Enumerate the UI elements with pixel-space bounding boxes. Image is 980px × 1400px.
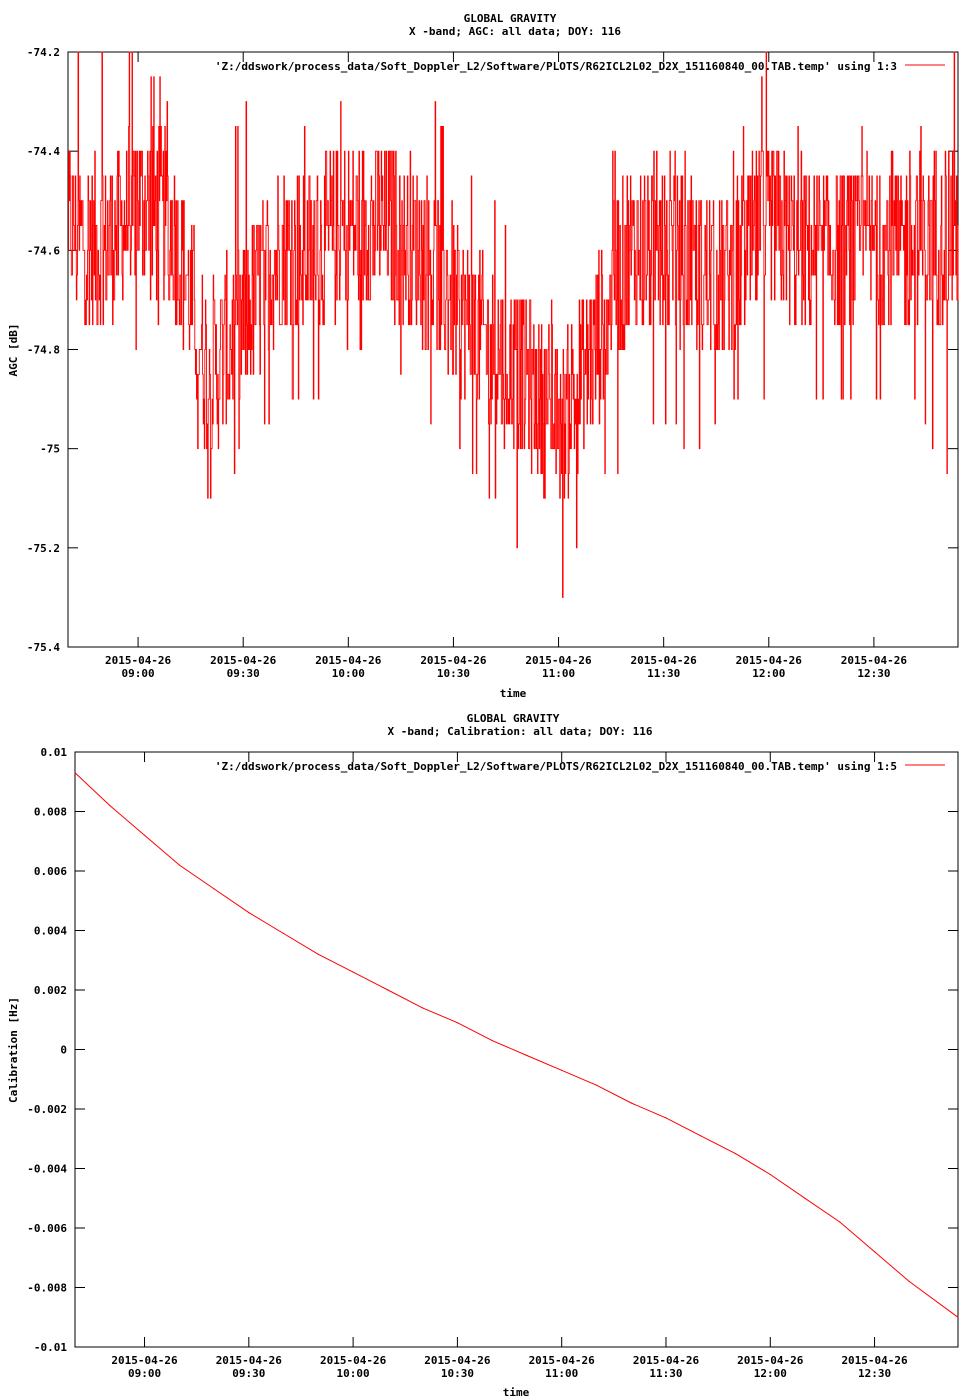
- x-tick-label-date: 2015-04-26: [420, 654, 487, 667]
- data-series: [68, 51, 959, 598]
- x-tick-label-time: 12:00: [754, 1367, 787, 1380]
- calibration-point: [630, 1102, 632, 1104]
- x-axis-title: time: [500, 687, 527, 700]
- y-tick-label: -75.2: [27, 542, 60, 555]
- calibration-point: [387, 989, 389, 991]
- chart-title: GLOBAL GRAVITY: [467, 712, 560, 725]
- y-tick-label: 0: [60, 1044, 67, 1057]
- calibration-point: [283, 932, 285, 935]
- calibration-point: [317, 953, 319, 955]
- x-tick-label-date: 2015-04-26: [736, 654, 803, 667]
- y-tick-label: -0.002: [27, 1103, 67, 1116]
- x-tick-label-time: 12:00: [752, 667, 785, 680]
- y-axis-title: AGC [dB]: [7, 324, 20, 377]
- calibration-point: [700, 1135, 702, 1137]
- y-tick-label: -0.01: [34, 1341, 67, 1354]
- calibration-point: [143, 834, 146, 836]
- x-tick-label-time: 12:30: [858, 1367, 891, 1380]
- chart-title: GLOBAL GRAVITY: [464, 12, 557, 25]
- legend-label: 'Z:/ddswork/process_data/Soft_Doppler_L2…: [215, 760, 897, 773]
- x-tick-label-time: 10:30: [441, 1367, 474, 1380]
- x-tick-label-date: 2015-04-26: [633, 1354, 700, 1367]
- x-tick-label-date: 2015-04-26: [216, 1354, 283, 1367]
- calibration-point: [526, 1054, 528, 1057]
- x-tick-label-date: 2015-04-26: [525, 654, 592, 667]
- x-axis: 2015-04-2609:002015-04-2609:302015-04-26…: [111, 752, 908, 1380]
- y-tick-label: 0.006: [34, 865, 67, 878]
- y-tick-label: -0.004: [27, 1163, 67, 1176]
- x-tick-label-time: 10:30: [437, 667, 470, 680]
- calibration-point: [178, 864, 180, 866]
- x-tick-label-time: 10:00: [332, 667, 365, 680]
- calibration-point: [74, 772, 76, 774]
- calibration-point: [839, 1221, 841, 1223]
- x-tick-label-time: 11:30: [649, 1367, 682, 1380]
- x-axis-title: time: [503, 1386, 530, 1399]
- x-tick-label-time: 10:00: [337, 1367, 370, 1380]
- x-tick-label-date: 2015-04-26: [631, 654, 698, 667]
- x-tick-label-date: 2015-04-26: [105, 654, 172, 667]
- y-axis: 0.01 0.008 0.006 0.004 0.002 0 -0.002 -0.004 -0.…: [27, 746, 958, 1354]
- y-tick-label: -75: [40, 443, 60, 456]
- y-tick-label: -74.2: [27, 46, 60, 59]
- calibration-point: [595, 1084, 598, 1086]
- x-tick-label-date: 2015-04-26: [529, 1354, 596, 1367]
- x-tick-label-date: 2015-04-26: [841, 654, 908, 667]
- y-tick-label: 0.008: [34, 806, 67, 819]
- x-tick-label-date: 2015-04-26: [841, 1354, 908, 1367]
- calibration-point: [804, 1197, 806, 1199]
- calibration-point: [874, 1251, 876, 1253]
- calibration-point: [665, 1117, 667, 1119]
- y-tick-label: -0.008: [27, 1282, 67, 1295]
- x-tick-label-time: 09:30: [232, 1367, 265, 1380]
- chart-agc: GLOBAL GRAVITY X -band; AGC: all data; D…: [7, 12, 959, 700]
- calibration-point: [769, 1173, 771, 1176]
- chart-subtitle: X -band; Calibration: all data; DOY: 116: [388, 725, 653, 738]
- calibration-point: [213, 888, 215, 890]
- x-tick-label-date: 2015-04-26: [320, 1354, 387, 1367]
- x-tick-label-time: 09:00: [122, 667, 155, 680]
- y-tick-label: -75.4: [27, 641, 60, 654]
- y-tick-label: 0.002: [34, 984, 67, 997]
- x-axis: 2015-04-2609:002015-04-2609:302015-04-26…: [105, 52, 907, 680]
- calibration-point: [109, 804, 111, 807]
- calibration-point: [456, 1022, 458, 1024]
- y-tick-label: -74.8: [27, 344, 60, 357]
- calibration-point: [957, 1316, 959, 1318]
- y-axis-title: Calibration [Hz]: [7, 997, 20, 1103]
- legend-label: 'Z:/ddswork/process_data/Soft_Doppler_L2…: [215, 60, 897, 73]
- calibration-point: [908, 1280, 910, 1283]
- calibration-point: [491, 1040, 493, 1042]
- calibration-point: [248, 912, 250, 914]
- data-series: [74, 772, 959, 1318]
- y-tick-label: -74.6: [27, 244, 60, 257]
- calibration-point: [422, 1007, 424, 1009]
- y-tick-label: -74.4: [27, 145, 60, 158]
- chart-calibration: GLOBAL GRAVITY X -band; Calibration: all…: [7, 712, 959, 1399]
- y-tick-label: 0.004: [34, 925, 67, 938]
- x-tick-label-time: 09:30: [227, 667, 260, 680]
- calibration-curve-line: [74, 772, 959, 1318]
- x-tick-label-time: 09:00: [128, 1367, 161, 1380]
- x-tick-label-time: 12:30: [857, 667, 890, 680]
- x-tick-label-date: 2015-04-26: [315, 654, 382, 667]
- y-tick-label: -0.006: [27, 1222, 67, 1235]
- calibration-point: [561, 1069, 563, 1071]
- agc-trace-line: [68, 51, 959, 598]
- calibration-point: [734, 1153, 737, 1155]
- x-tick-label-date: 2015-04-26: [111, 1354, 178, 1367]
- x-tick-label-time: 11:00: [545, 1367, 578, 1380]
- x-tick-label-date: 2015-04-26: [424, 1354, 491, 1367]
- plot-frame: [74, 751, 959, 1348]
- x-tick-label-date: 2015-04-26: [210, 654, 277, 667]
- x-tick-label-time: 11:00: [542, 667, 575, 680]
- calibration-point: [352, 971, 354, 973]
- x-tick-label-time: 11:30: [647, 667, 680, 680]
- y-tick-label: 0.01: [41, 746, 68, 759]
- chart-subtitle: X -band; AGC: all data; DOY: 116: [409, 25, 621, 38]
- x-tick-label-date: 2015-04-26: [737, 1354, 804, 1367]
- y-axis: -74.2 -74.4 -74.6 -74.8 -75 -75.2 -75.4: [27, 46, 958, 654]
